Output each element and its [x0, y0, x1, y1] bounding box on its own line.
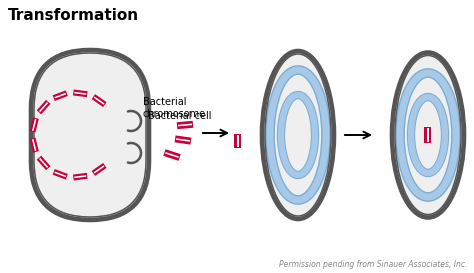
Bar: [32, 139, 36, 151]
Bar: [36, 156, 51, 170]
Bar: [53, 90, 68, 101]
Bar: [94, 165, 104, 174]
Bar: [174, 135, 191, 145]
Bar: [177, 121, 193, 129]
Bar: [164, 149, 181, 161]
Bar: [74, 92, 86, 95]
Bar: [30, 117, 39, 132]
Bar: [178, 124, 192, 126]
Bar: [39, 158, 48, 168]
Bar: [32, 119, 36, 131]
Text: Permission pending from Sinauer Associates, Inc.: Permission pending from Sinauer Associat…: [280, 260, 468, 269]
Ellipse shape: [262, 51, 334, 219]
Bar: [425, 127, 431, 143]
Bar: [91, 94, 107, 107]
Text: Transformation: Transformation: [8, 8, 139, 23]
Bar: [165, 152, 179, 158]
Bar: [91, 163, 107, 176]
Bar: [237, 135, 239, 147]
Bar: [73, 173, 88, 180]
Bar: [427, 128, 429, 142]
Bar: [55, 171, 66, 177]
Bar: [36, 100, 51, 114]
Bar: [39, 102, 48, 112]
Bar: [30, 138, 39, 153]
Bar: [235, 134, 241, 148]
Text: Bacterial cell: Bacterial cell: [148, 111, 211, 121]
Bar: [74, 175, 86, 178]
Bar: [55, 93, 66, 99]
Bar: [176, 138, 190, 142]
Text: Bacterial
chromosome: Bacterial chromosome: [143, 97, 206, 118]
Bar: [73, 90, 88, 97]
Bar: [94, 96, 104, 105]
Bar: [53, 169, 68, 180]
FancyBboxPatch shape: [31, 50, 149, 220]
Ellipse shape: [392, 52, 464, 218]
